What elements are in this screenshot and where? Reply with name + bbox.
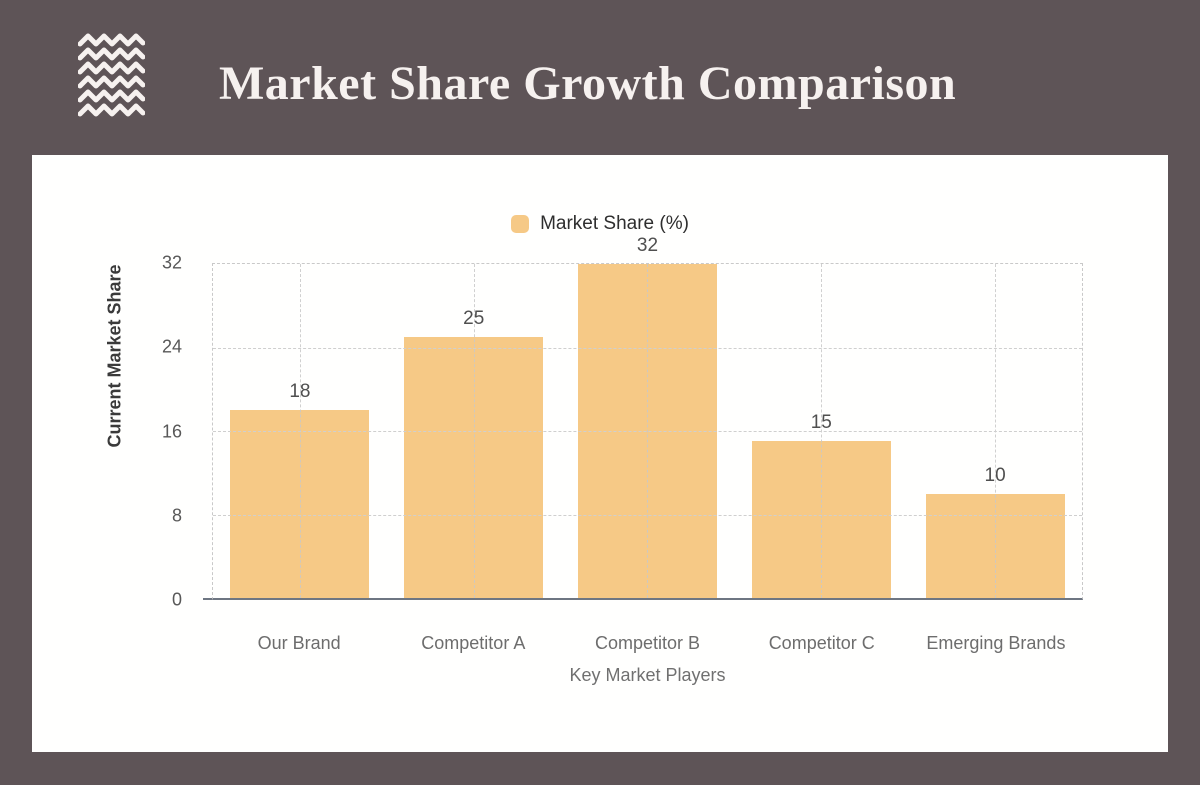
y-tick-0: 0 <box>171 589 182 610</box>
x-label-competitor-a: Competitor A <box>421 633 526 653</box>
gridline-y-8 <box>213 514 1082 516</box>
chart-card: Market Share (%) Current Market Share 32… <box>32 155 1168 752</box>
chart-legend: Market Share (%) <box>32 210 1168 238</box>
column-emerging-brands: 10 <box>908 264 1082 598</box>
bar-value-competitor-a: 25 <box>463 308 485 330</box>
bar-value-competitor-b: 32 <box>636 235 659 256</box>
zero-tick-mark <box>203 598 212 600</box>
page-title: Market Share Growth Comparison <box>219 57 957 110</box>
legend-swatch-icon <box>511 215 530 233</box>
x-label-competitor-c: Competitor C <box>768 633 875 653</box>
x-label-emerging-brands: Emerging Brands <box>926 633 1066 653</box>
column-our-brand: 18 <box>213 264 387 598</box>
y-tick-16: 16 <box>161 421 182 441</box>
x-label-our-brand: Our Brand <box>257 633 341 653</box>
x-label-competitor-b: Competitor B <box>594 633 701 653</box>
bar-value-our-brand: 18 <box>289 381 311 403</box>
bar-value-emerging-brands: 10 <box>984 464 1006 486</box>
header: Market Share Growth Comparison <box>0 0 1200 155</box>
bar-value-competitor-c: 15 <box>810 412 832 434</box>
gridline-y-16 <box>213 431 1082 432</box>
legend-label: Market Share (%) <box>540 213 689 234</box>
gridline-y-24 <box>213 347 1082 349</box>
x-axis-title: Key Market Players <box>569 665 726 685</box>
y-axis-ticks: 32 24 16 8 0 <box>122 253 182 610</box>
column-competitor-c: 15 <box>734 264 908 598</box>
x-axis-labels: Our Brand Competitor A Competitor B Competi… <box>212 633 1083 654</box>
plot-area: 18 25 32 15 10 <box>212 235 1083 600</box>
y-tick-32: 32 <box>161 252 182 273</box>
y-tick-24: 24 <box>161 336 182 357</box>
waves-icon <box>77 33 146 118</box>
y-tick-8: 8 <box>171 505 182 526</box>
